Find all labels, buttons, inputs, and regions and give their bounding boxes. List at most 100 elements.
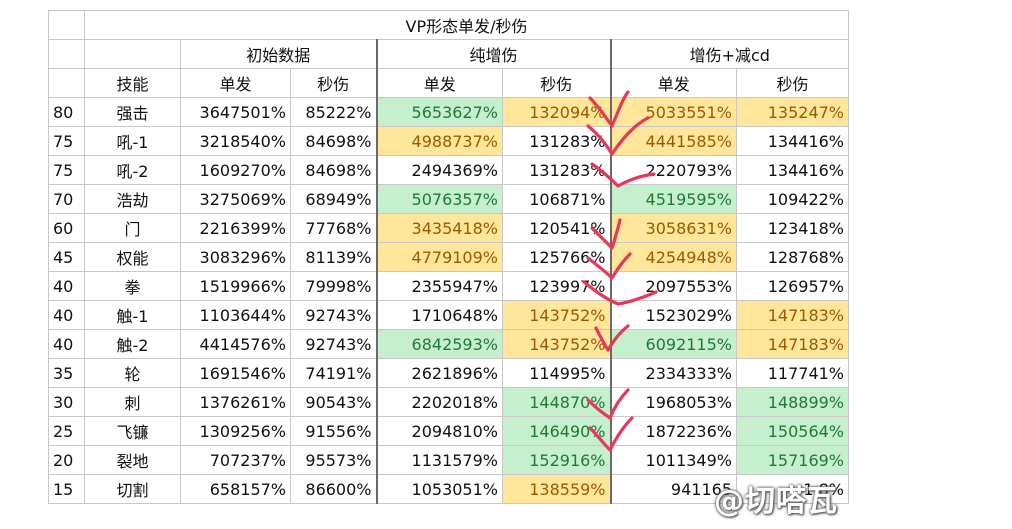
skill-name-cell: 裂地 xyxy=(84,445,181,475)
level-cell: 40 xyxy=(48,300,85,330)
level-cell: 75 xyxy=(48,126,85,156)
single-hit-cell: 2094810% xyxy=(375,416,503,446)
single-hit-cell: 1872236% xyxy=(609,416,737,446)
single-hit-cell: 5653627% xyxy=(375,97,503,127)
single-hit-cell: 6842593% xyxy=(375,329,503,359)
single-hit-cell: 5076357% xyxy=(375,184,503,214)
table-row: 75 吼-2 1609270% 84698% 2494369% 131283% 222079… xyxy=(48,155,849,185)
spreadsheet-table: VP形态单发/秒伤 初始数据 纯增伤 增伤+减cd 技能 单发 秒伤 单发 秒伤… xyxy=(48,10,849,504)
single-hit-cell: 3435418% xyxy=(375,213,503,243)
skill-name-cell: 浩劫 xyxy=(84,184,181,214)
single-hit-cell: 1376261% xyxy=(180,387,291,417)
dps-cell: 147183% xyxy=(736,329,849,359)
single-hit-cell: 707237% xyxy=(180,445,291,475)
skill-name-cell: 吼-2 xyxy=(84,155,181,185)
single-hit-cell: 3647501% xyxy=(180,97,291,127)
skill-name-cell: 门 xyxy=(84,213,181,243)
dps-cell: 132094% xyxy=(502,97,611,127)
single-hit-cell: 1519966% xyxy=(180,271,291,301)
dps-cell: 92743% xyxy=(290,300,377,330)
table-row: 35 轮 1691546% 74191% 2621896% 114995% 2334333%… xyxy=(48,358,849,388)
dps-cell: 143752% xyxy=(502,329,611,359)
single-hit-cell: 1968053% xyxy=(609,387,737,417)
skill-name-cell: 吼-1 xyxy=(84,126,181,156)
dps-cell: 123997% xyxy=(502,271,611,301)
level-cell: 40 xyxy=(48,329,85,359)
single-hit-cell: 2494369% xyxy=(375,155,503,185)
dps-cell: 144870% xyxy=(502,387,611,417)
dps-cell: 85222% xyxy=(290,97,377,127)
level-cell: 30 xyxy=(48,387,85,417)
dps-cell: 134416% xyxy=(736,126,849,156)
table-row: 15 切割 658157% 86600% 1053051% 138559% 941165 1 … xyxy=(48,474,849,504)
group-header-initial: 初始数据 xyxy=(180,39,377,69)
column-header-skill: 技能 xyxy=(84,68,181,98)
single-hit-cell: 5033551% xyxy=(609,97,737,127)
skill-name-cell: 强击 xyxy=(84,97,181,127)
skill-name-cell: 轮 xyxy=(84,358,181,388)
dps-cell: 147183% xyxy=(736,300,849,330)
table-row: 75 吼-1 3218540% 84698% 4988737% 131283% 444158… xyxy=(48,126,849,156)
dps-cell: 84698% xyxy=(290,126,377,156)
dps-cell: 109422% xyxy=(736,184,849,214)
table-row: 40 触-2 4414576% 92743% 6842593% 143752% 609211… xyxy=(48,329,849,359)
single-hit-cell: 1011349% xyxy=(609,445,737,475)
skill-name-cell: 拳 xyxy=(84,271,181,301)
level-cell: 75 xyxy=(48,155,85,185)
single-hit-cell: 1710648% xyxy=(375,300,503,330)
column-header-single: 单发 xyxy=(180,68,291,98)
dps-cell: 131283% xyxy=(502,155,611,185)
dps-cell: 146490% xyxy=(502,416,611,446)
watermark-text: @切嗒瓦 xyxy=(714,484,838,519)
table-row: 80 强击 3647501% 85222% 5653627% 132094% 5033551… xyxy=(48,97,849,127)
dps-cell: 106871% xyxy=(502,184,611,214)
single-hit-cell: 2334333% xyxy=(609,358,737,388)
dps-cell: 68949% xyxy=(290,184,377,214)
table-row: 70 浩劫 3275069% 68949% 5076357% 106871% 4519595… xyxy=(48,184,849,214)
level-cell: 70 xyxy=(48,184,85,214)
single-hit-cell: 2220793% xyxy=(609,155,737,185)
level-cell: 40 xyxy=(48,271,85,301)
column-header-dps: 秒伤 xyxy=(290,68,377,98)
table-row: 60 门 2216399% 77768% 3435418% 120541% 3058631%… xyxy=(48,213,849,243)
single-hit-cell: 658157% xyxy=(180,474,291,504)
skill-name-cell: 权能 xyxy=(84,242,181,272)
single-hit-cell: 1103644% xyxy=(180,300,291,330)
empty-cell xyxy=(84,39,181,69)
single-hit-cell: 4414576% xyxy=(180,329,291,359)
column-header-dps: 秒伤 xyxy=(736,68,849,98)
dps-cell: 125766% xyxy=(502,242,611,272)
dps-cell: 81139% xyxy=(290,242,377,272)
dps-cell: 123418% xyxy=(736,213,849,243)
single-hit-cell: 2097553% xyxy=(609,271,737,301)
single-hit-cell: 1523029% xyxy=(609,300,737,330)
dps-cell: 1 8% xyxy=(736,474,849,504)
dps-cell: 114995% xyxy=(502,358,611,388)
data-rows: 80 强击 3647501% 85222% 5653627% 132094% 5033551… xyxy=(48,97,849,504)
dps-cell: 117741% xyxy=(736,358,849,388)
dps-cell: 90543% xyxy=(290,387,377,417)
skill-name-cell: 触-2 xyxy=(84,329,181,359)
dps-cell: 77768% xyxy=(290,213,377,243)
single-hit-cell: 4441585% xyxy=(609,126,737,156)
group-header-dmg-cd: 增伤+减cd xyxy=(609,39,849,69)
table-row: 20 裂地 707237% 95573% 1131579% 152916% 1011349%… xyxy=(48,445,849,475)
dps-cell: 84698% xyxy=(290,155,377,185)
dps-cell: 86600% xyxy=(290,474,377,504)
single-hit-cell: 3083296% xyxy=(180,242,291,272)
single-hit-cell: 3275069% xyxy=(180,184,291,214)
level-cell: 45 xyxy=(48,242,85,272)
skill-name-cell: 触-1 xyxy=(84,300,181,330)
single-hit-cell: 6092115% xyxy=(609,329,737,359)
corner-cell xyxy=(48,10,85,40)
single-hit-cell: 4254948% xyxy=(609,242,737,272)
table-row: 40 拳 1519966% 79998% 2355947% 123997% 2097553%… xyxy=(48,271,849,301)
skill-name-cell: 切割 xyxy=(84,474,181,504)
table-title: VP形态单发/秒伤 xyxy=(84,10,849,40)
dps-cell: 128768% xyxy=(736,242,849,272)
dps-cell: 157169% xyxy=(736,445,849,475)
dps-cell: 79998% xyxy=(290,271,377,301)
single-hit-cell: 1131579% xyxy=(375,445,503,475)
level-cell: 25 xyxy=(48,416,85,446)
dps-cell: 126957% xyxy=(736,271,849,301)
